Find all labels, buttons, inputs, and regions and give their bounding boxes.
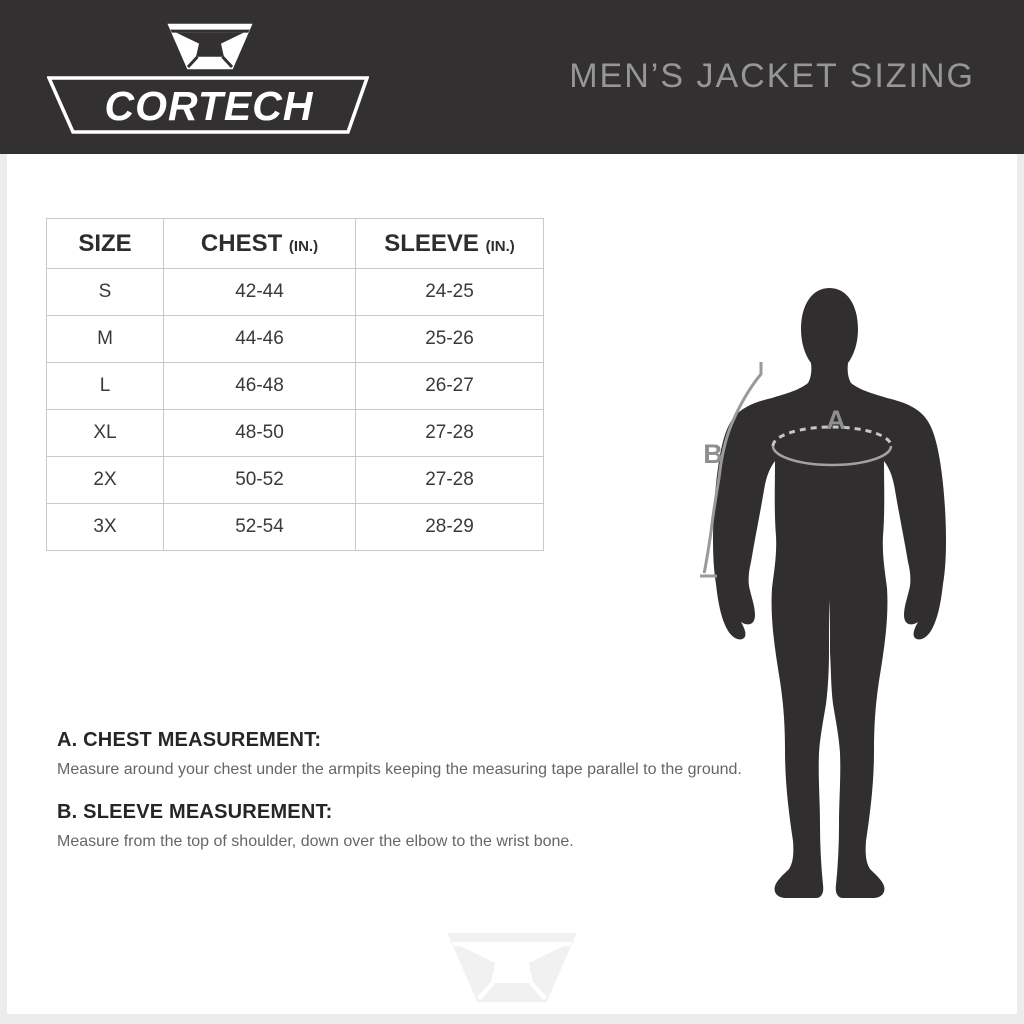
sleeve-cell: 26-27: [355, 362, 544, 410]
size-cell: S: [46, 268, 164, 316]
brand-text: CORTECH: [105, 83, 314, 129]
sleeve-cell: 24-25: [355, 268, 544, 316]
sleeve-unit: (IN.): [485, 237, 515, 255]
note-chest-body: Measure around your chest under the armp…: [57, 761, 742, 778]
header-bar: CORTECH MEN’S JACKET SIZING: [0, 0, 1024, 154]
note-sleeve-body: Measure from the top of shoulder, down o…: [57, 833, 574, 850]
size-cell: XL: [46, 409, 164, 457]
table-row: S 42-44 24-25: [46, 268, 544, 316]
table-header-row: SIZE CHEST (IN.) SLEEVE (IN.): [46, 218, 544, 269]
sleeve-measurement-note: B. SLEEVE MEASUREMENT: Measure from the …: [57, 801, 574, 851]
chest-measurement-note: A. CHEST MEASUREMENT: Measure around you…: [57, 729, 742, 779]
watermark-shield-icon: [447, 932, 577, 1003]
note-sleeve-heading: B. SLEEVE MEASUREMENT:: [57, 801, 333, 823]
col-header-chest: CHEST (IN.): [163, 218, 356, 269]
cortech-wordmark: CORTECH: [47, 76, 369, 134]
table-row: 2X 50-52 27-28: [46, 456, 544, 504]
chest-cell: 48-50: [163, 409, 356, 457]
sleeve-cell: 27-28: [355, 456, 544, 504]
col-header-sleeve: SLEEVE (IN.): [355, 218, 544, 269]
label-b: B: [703, 439, 723, 469]
size-cell: L: [46, 362, 164, 410]
sleeve-cell: 25-26: [355, 315, 544, 363]
size-cell: 3X: [46, 503, 164, 551]
note-chest-heading: A. CHEST MEASUREMENT:: [57, 729, 322, 751]
chest-cell: 42-44: [163, 268, 356, 316]
sizing-table: SIZE CHEST (IN.) SLEEVE (IN.) S 42-44 24…: [46, 218, 544, 551]
col-header-size: SIZE: [46, 218, 164, 269]
chest-cell: 46-48: [163, 362, 356, 410]
label-a: A: [826, 405, 846, 435]
cortech-shield-icon: [167, 23, 253, 70]
sleeve-cell: 28-29: [355, 503, 544, 551]
body-silhouette: [713, 288, 946, 898]
table-row: XL 48-50 27-28: [46, 409, 544, 457]
table-row: M 44-46 25-26: [46, 315, 544, 363]
size-cell: M: [46, 315, 164, 363]
sleeve-measure-line: [700, 362, 763, 578]
table-row: L 46-48 26-27: [46, 362, 544, 410]
table-row: 3X 52-54 28-29: [46, 503, 544, 551]
chest-cell: 44-46: [163, 315, 356, 363]
body-silhouette-diagram: A B: [700, 288, 946, 898]
chest-unit: (IN.): [288, 237, 319, 255]
sleeve-cell: 27-28: [355, 409, 544, 457]
size-cell: 2X: [46, 456, 164, 504]
chest-cell: 52-54: [163, 503, 356, 551]
chest-cell: 50-52: [163, 456, 356, 504]
page-title: MEN’S JACKET SIZING: [569, 57, 975, 95]
chest-measure-solid-arc: [771, 445, 893, 467]
